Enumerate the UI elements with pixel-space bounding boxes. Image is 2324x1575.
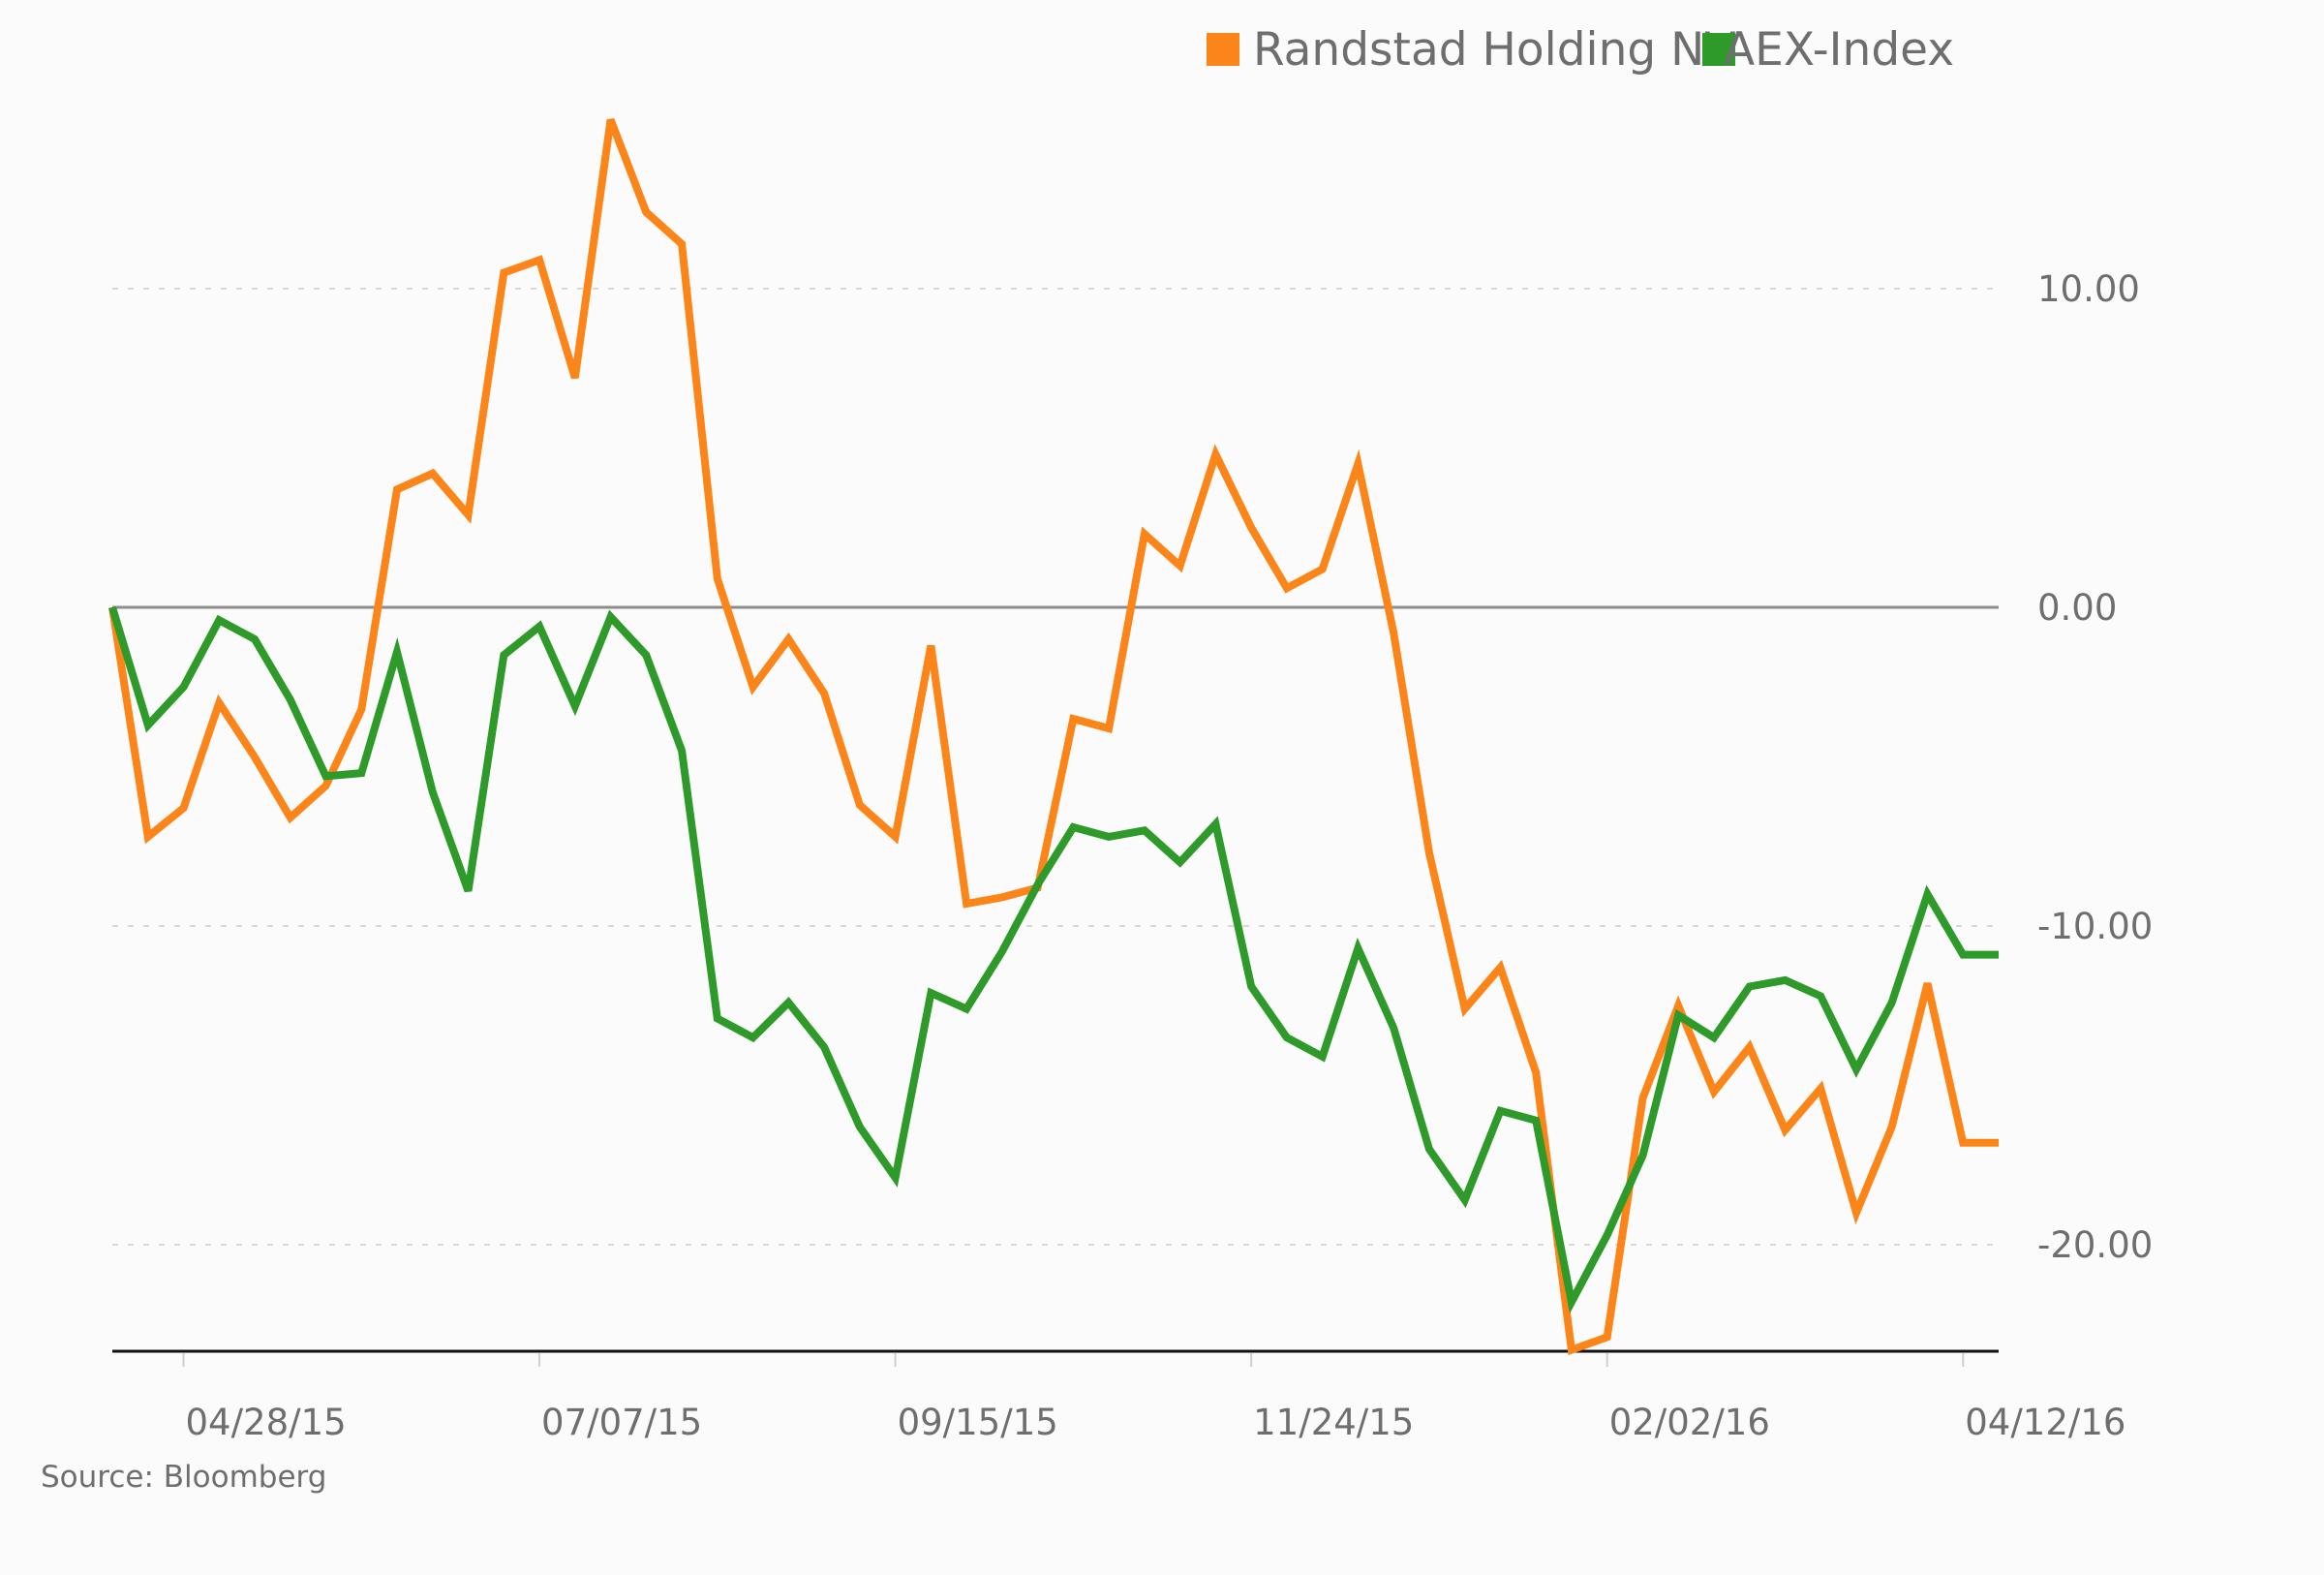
series-line-randstad [108, 118, 1999, 1356]
y-tick-group: 10.00 0.00 -10.00 -20.00 [2037, 268, 2153, 1266]
source-note: Source: Bloomberg [41, 1460, 326, 1495]
x-tick-label: 02/02/16 [1609, 1402, 1770, 1443]
series-line-aex [108, 605, 1999, 1314]
legend-swatch-randstad [1207, 33, 1239, 66]
x-tick-group: 04/28/15 07/07/15 09/15/15 11/24/15 02/02/16… [182, 1353, 2125, 1443]
y-tick-label: 0.00 [2037, 587, 2117, 629]
y-tick-label: -10.00 [2037, 906, 2153, 947]
y-tick-label: 10.00 [2037, 268, 2140, 310]
legend-swatch-aex [1702, 33, 1735, 66]
grid-layer [112, 288, 1999, 1246]
x-tick-label: 11/24/15 [1253, 1402, 1414, 1443]
legend-label-aex: AEX-Index [1724, 23, 1954, 77]
x-tick-label: 07/07/15 [541, 1402, 702, 1443]
x-tick-label: 09/15/15 [898, 1402, 1058, 1443]
legend: Randstad Holding NV AEX-Index [1207, 23, 1954, 77]
x-tick-label: 04/12/16 [1965, 1402, 2125, 1443]
legend-label-randstad: Randstad Holding NV [1253, 23, 1735, 77]
series-group [108, 118, 1999, 1356]
x-tick-label: 04/28/15 [186, 1402, 347, 1443]
y-tick-label: -20.00 [2037, 1224, 2153, 1266]
